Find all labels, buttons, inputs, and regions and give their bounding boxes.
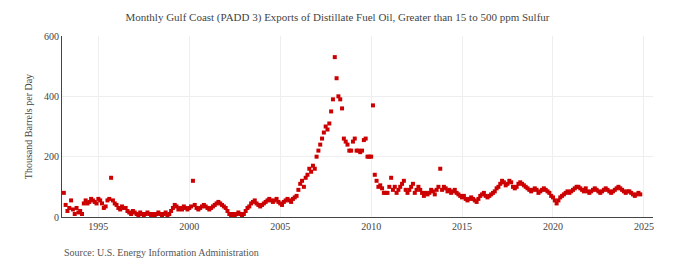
svg-text:400: 400 <box>44 91 59 102</box>
svg-text:2015: 2015 <box>452 221 472 232</box>
svg-text:200: 200 <box>44 151 59 162</box>
svg-text:Thousand Barrels per Day: Thousand Barrels per Day <box>23 74 34 179</box>
svg-text:0: 0 <box>54 212 59 223</box>
svg-text:2010: 2010 <box>361 221 381 232</box>
svg-text:2025: 2025 <box>634 221 654 232</box>
svg-text:2005: 2005 <box>270 221 290 232</box>
svg-text:Monthly Gulf Coast (PADD 3) Ex: Monthly Gulf Coast (PADD 3) Exports of D… <box>126 11 550 24</box>
svg-text:1995: 1995 <box>88 221 108 232</box>
svg-text:2020: 2020 <box>543 221 563 232</box>
svg-text:Source: U.S. Energy Informatio: Source: U.S. Energy Information Administ… <box>64 247 259 258</box>
svg-text:2000: 2000 <box>179 221 199 232</box>
svg-text:600: 600 <box>44 31 59 42</box>
